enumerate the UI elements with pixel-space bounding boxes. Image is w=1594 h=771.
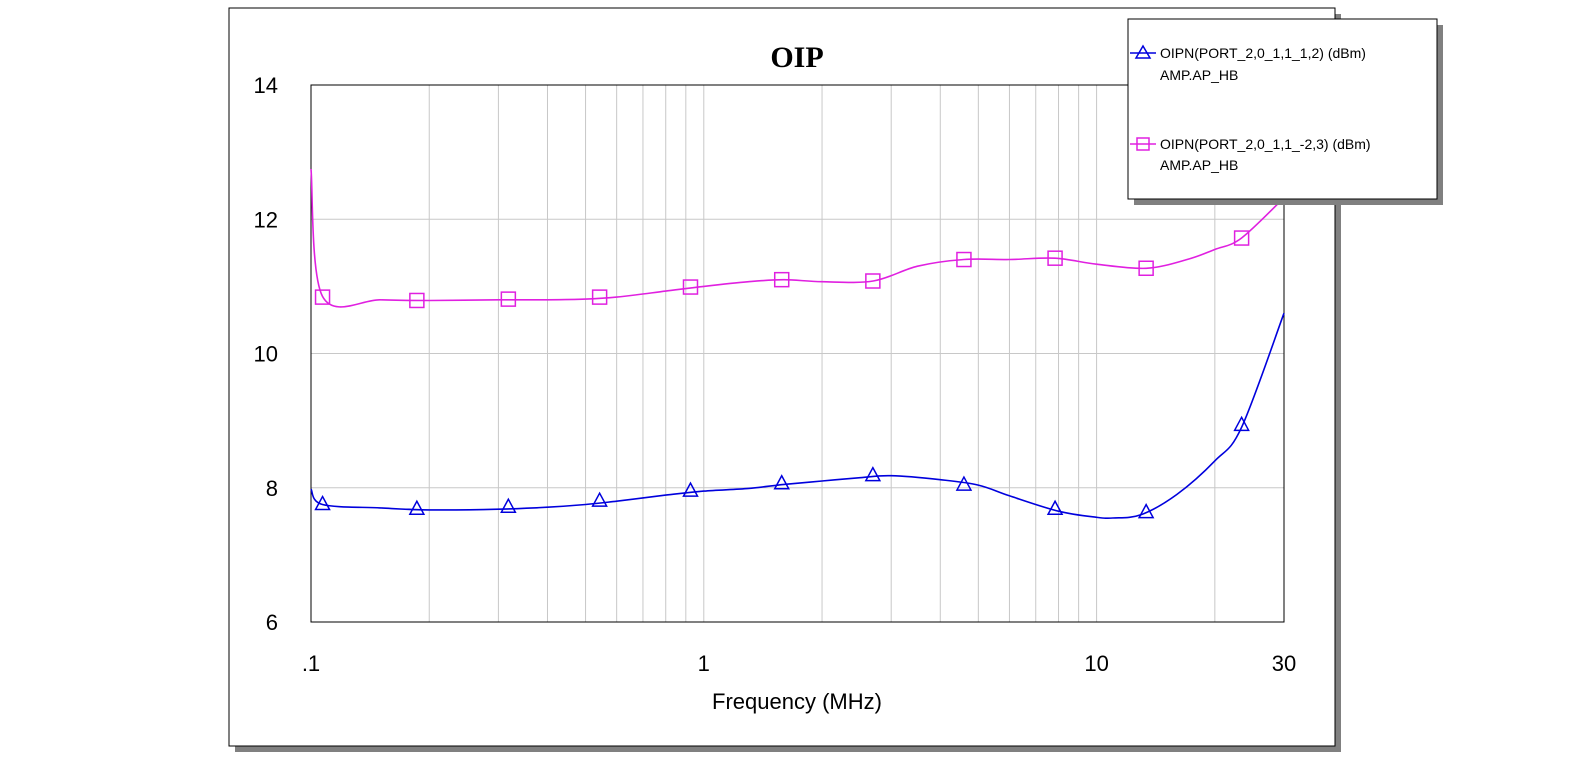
y-ticks: 6 8 10 12 14 bbox=[254, 73, 278, 635]
series bbox=[310, 168, 1285, 520]
data-point-triangle bbox=[1137, 503, 1155, 519]
data-point-triangle bbox=[1046, 499, 1064, 515]
y-tick-label: 10 bbox=[254, 342, 278, 367]
data-point-triangle bbox=[500, 497, 517, 513]
chart-title: OIP bbox=[770, 41, 823, 74]
square-marker-icon bbox=[1136, 137, 1150, 151]
x-tick-label: 10 bbox=[1084, 651, 1108, 676]
data-point-square bbox=[500, 291, 517, 307]
data-point-triangle bbox=[1233, 415, 1250, 432]
data-point-triangle bbox=[591, 491, 608, 507]
data-point-square bbox=[409, 292, 425, 309]
data-point-triangle bbox=[955, 475, 973, 491]
x-tick-label: 1 bbox=[698, 651, 710, 676]
legend-series-0-subname: AMP.AP_HB bbox=[1160, 67, 1238, 83]
data-point-square bbox=[1047, 250, 1063, 266]
legend-box bbox=[1127, 18, 1438, 200]
data-point-square bbox=[1233, 230, 1250, 246]
y-tick-label: 8 bbox=[266, 476, 278, 501]
data-point-square bbox=[773, 271, 790, 288]
data-point-triangle bbox=[314, 494, 331, 511]
y-tick-label: 12 bbox=[254, 207, 278, 232]
data-point-square bbox=[1138, 260, 1154, 277]
triangle-marker-icon bbox=[1134, 44, 1152, 59]
x-tick-label: 30 bbox=[1272, 651, 1296, 676]
plot-border bbox=[310, 84, 1285, 623]
x-ticks: .1 1 10 30 bbox=[302, 651, 1296, 676]
x-axis-label: Frequency (MHz) bbox=[712, 689, 882, 714]
legend-series-1-subname: AMP.AP_HB bbox=[1160, 157, 1238, 173]
y-tick-label: 14 bbox=[254, 73, 278, 98]
series-line-0 bbox=[310, 312, 1285, 520]
y-tick-label: 6 bbox=[266, 610, 278, 635]
legend: OIPN(PORT_2,0_1,1_1,2) (dBm) AMP.AP_HB O… bbox=[1127, 18, 1443, 205]
data-point-square bbox=[956, 251, 972, 268]
data-point-triangle bbox=[408, 499, 426, 515]
data-point-triangle bbox=[864, 466, 882, 482]
x-tick-label: .1 bbox=[302, 651, 320, 676]
data-point-square bbox=[591, 289, 608, 305]
legend-series-1-name: OIPN(PORT_2,0_1,1_-2,3) (dBm) bbox=[1160, 136, 1371, 152]
data-point-square bbox=[865, 273, 881, 289]
legend-series-0-name: OIPN(PORT_2,0_1,1_1,2) (dBm) bbox=[1160, 45, 1366, 61]
data-point-triangle bbox=[682, 481, 699, 497]
data-point-square bbox=[682, 279, 699, 295]
grid bbox=[311, 85, 1284, 622]
data-point-triangle bbox=[773, 474, 790, 490]
data-point-square bbox=[314, 289, 331, 305]
